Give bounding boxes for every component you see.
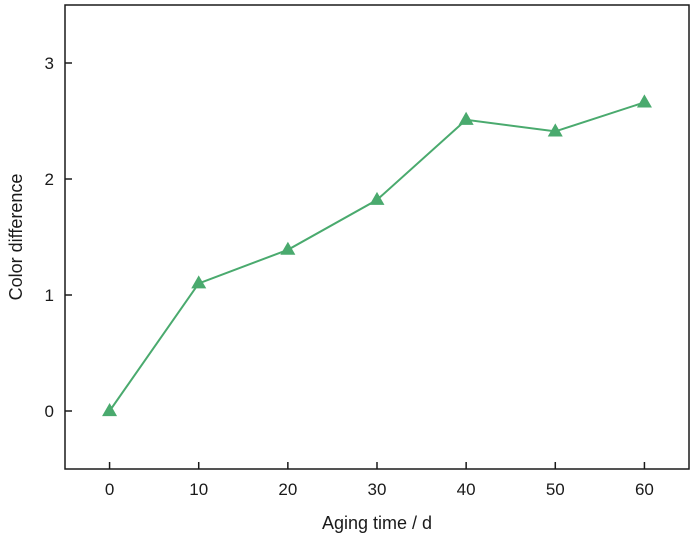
x-tick-label: 30 bbox=[368, 480, 387, 499]
x-tick-label: 60 bbox=[635, 480, 654, 499]
y-tick-label: 3 bbox=[45, 54, 54, 73]
series-line bbox=[108, 101, 645, 412]
data-point-triangle bbox=[280, 241, 296, 255]
y-axis-title: Color difference bbox=[6, 174, 26, 301]
data-point-triangle bbox=[369, 191, 385, 205]
data-point-triangle bbox=[191, 275, 207, 289]
plot-frame bbox=[64, 4, 690, 470]
data-point-triangle bbox=[458, 111, 474, 125]
y-tick-label: 1 bbox=[45, 286, 54, 305]
y-tick-label: 0 bbox=[45, 402, 54, 421]
data-point-triangle bbox=[547, 123, 563, 137]
x-tick-label: 40 bbox=[457, 480, 476, 499]
data-point-triangle bbox=[636, 94, 652, 108]
x-tick-label: 0 bbox=[105, 480, 114, 499]
data-point-triangle bbox=[102, 402, 118, 417]
series-layer bbox=[102, 94, 652, 417]
x-axis-ticks: 0 10 20 30 40 50 60 bbox=[105, 462, 654, 499]
x-tick-label: 50 bbox=[546, 480, 565, 499]
x-axis-title: Aging time / d bbox=[322, 513, 432, 533]
y-tick-label: 2 bbox=[45, 170, 54, 189]
x-tick-label: 10 bbox=[189, 480, 208, 499]
y-axis-ticks: 0 1 2 3 bbox=[45, 54, 72, 421]
x-tick-label: 20 bbox=[278, 480, 297, 499]
